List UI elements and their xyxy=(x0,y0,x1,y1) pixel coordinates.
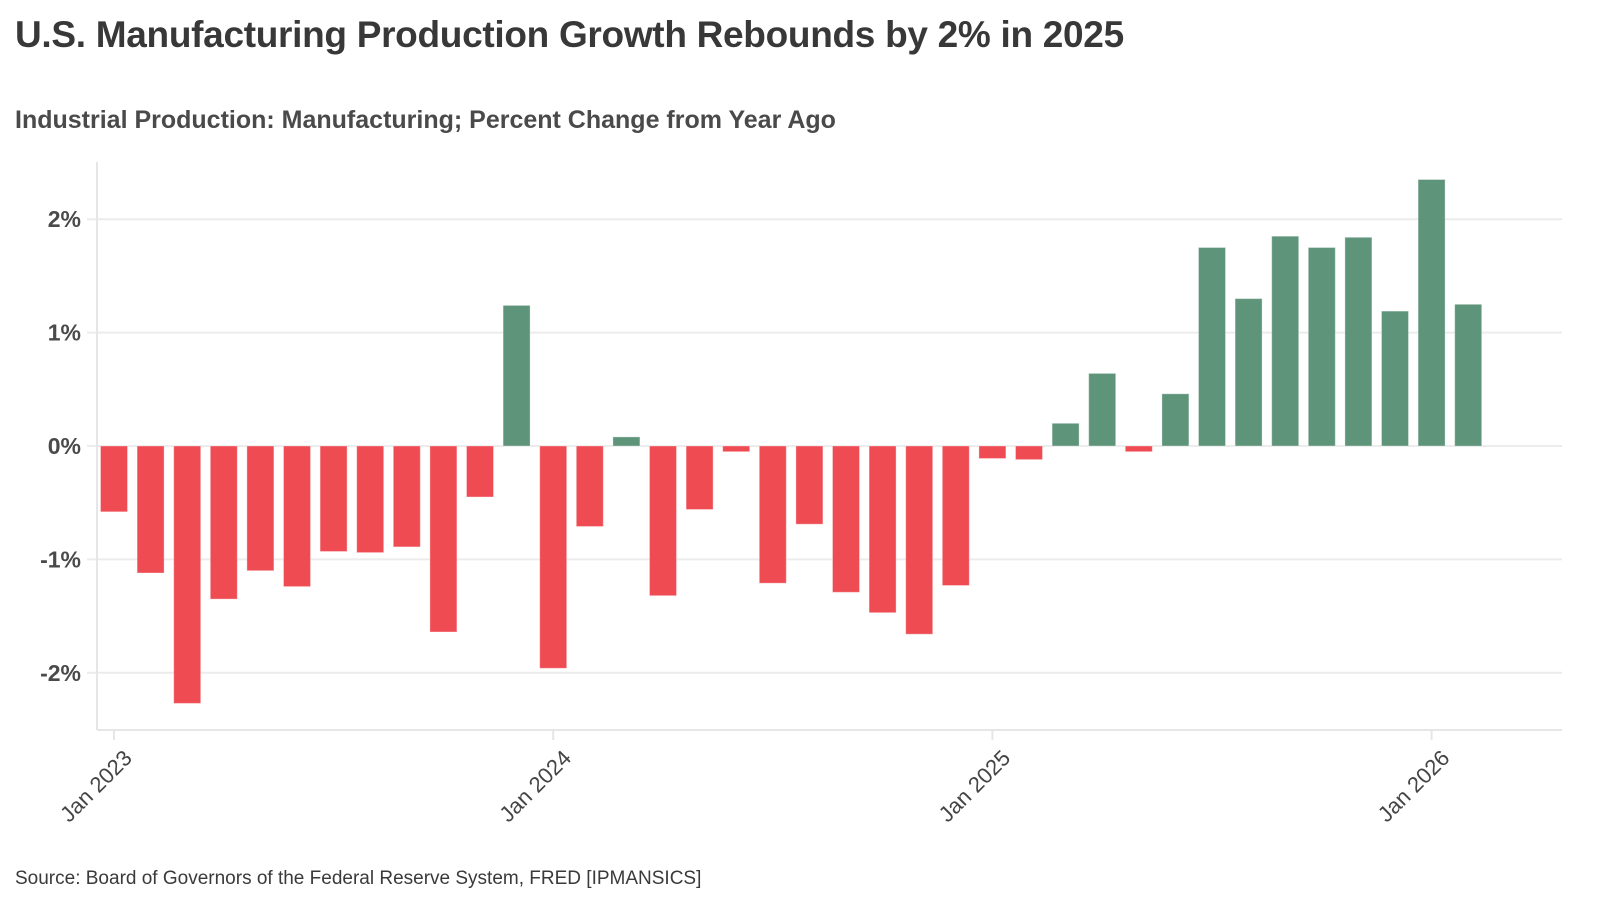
bar-sep-2024: Sep 2024: -1.29% xyxy=(832,445,860,593)
bar-jul-2025: Jul 2025: 1.75% xyxy=(1198,247,1226,447)
bar-jan-2025: Jan 2025: -0.11% xyxy=(978,445,1007,459)
bar-jun-2025: Jun 2025: 0.46% xyxy=(1161,393,1190,447)
bar-oct-2024: Oct 2024: -1.47% xyxy=(868,445,897,614)
bar-apr-2024: Apr 2024: -1.32% xyxy=(649,445,677,597)
y-tick-label: 2% xyxy=(48,206,81,232)
bar-apr-2025: Apr 2025: 0.64% xyxy=(1088,372,1117,447)
x-tick-label: Jan 2023 xyxy=(55,745,137,827)
chart-title: U.S. Manufacturing Production Growth Reb… xyxy=(15,14,1124,55)
bar-dec-2025: Dec 2025: 1.19% xyxy=(1381,310,1409,447)
bar-nov-2025: Nov 2025: 1.84% xyxy=(1344,236,1373,447)
bar-sep-2023: Sep 2023: -0.89% xyxy=(392,445,421,548)
bar-jun-2023: Jun 2023: -1.24% xyxy=(283,445,311,588)
bar-oct-2025: Oct 2025: 1.75% xyxy=(1307,247,1336,447)
bar-jan-2026: Jan 2026: 2.35% xyxy=(1417,179,1446,447)
bar-mar-2023: Mar 2023: -2.27% xyxy=(173,445,202,704)
x-tick-label: Jan 2025 xyxy=(934,745,1016,827)
bar-jun-2024: Jun 2024: -0.05% xyxy=(722,445,751,453)
bar-may-2023: May 2023: -1.1% xyxy=(246,445,275,572)
axes xyxy=(96,162,1562,731)
bars: Jan 2023: -0.58% Feb 2023: -1.12% Mar 2023… xyxy=(100,179,1483,704)
bar-aug-2023: Aug 2023: -0.94% xyxy=(356,445,385,554)
y-axis-ticks: 2% 1% 0% -1% -2% xyxy=(40,206,81,686)
y-tick-label: 1% xyxy=(48,320,81,346)
bar-jan-2024: Jan 2024: -1.96% xyxy=(539,445,568,669)
chart-subtitle: Industrial Production: Manufacturing; Pe… xyxy=(15,106,836,134)
bar-apr-2023: Apr 2023: -1.35% xyxy=(209,445,238,600)
y-tick-label: -2% xyxy=(40,660,81,686)
bar-feb-2023: Feb 2023: -1.12% xyxy=(136,445,165,574)
bar-jan-2023: Jan 2023: -0.58% xyxy=(100,445,128,513)
bar-dec-2023: Dec 2023: 1.24% xyxy=(502,304,531,447)
bar-mar-2025: Mar 2025: 0.2% xyxy=(1051,422,1080,447)
y-tick-label: -1% xyxy=(40,546,81,572)
bar-nov-2024: Nov 2024: -1.66% xyxy=(905,445,934,635)
bar-aug-2025: Aug 2025: 1.3% xyxy=(1234,298,1263,447)
x-tick-label: Jan 2026 xyxy=(1373,745,1455,827)
x-axis-ticks: Jan 2023 Jan 2024 Jan 2025 Jan 2026 xyxy=(55,730,1454,827)
bar-feb-2026: Feb 2026: 1.25% xyxy=(1454,303,1483,447)
bar-may-2024: May 2024: -0.56% xyxy=(685,445,714,510)
bar-nov-2023: Nov 2023: -0.45% xyxy=(466,445,494,498)
bar-may-2025: May 2025: -0.05% xyxy=(1124,445,1153,453)
source-note: Source: Board of Governors of the Federa… xyxy=(15,868,702,889)
bar-jul-2024: Jul 2024: -1.21% xyxy=(758,445,787,584)
x-tick-label: Jan 2024 xyxy=(494,745,576,827)
bar-sep-2025: Sep 2025: 1.85% xyxy=(1271,235,1300,447)
y-tick-label: 0% xyxy=(48,433,81,459)
bar-aug-2024: Aug 2024: -0.69% xyxy=(795,445,824,525)
bar-jul-2023: Jul 2023: -0.93% xyxy=(319,445,348,552)
bar-feb-2024: Feb 2024: -0.71% xyxy=(575,445,604,527)
bar-feb-2025: Feb 2025: -0.12% xyxy=(1015,445,1043,461)
bar-oct-2023: Oct 2023: -1.64% xyxy=(429,445,458,633)
bar-mar-2024: Mar 2024: 0.08% xyxy=(612,436,641,447)
bar-dec-2024: Dec 2024: -1.23% xyxy=(941,445,970,586)
